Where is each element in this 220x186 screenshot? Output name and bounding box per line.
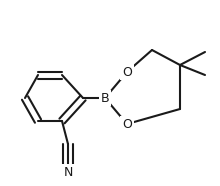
Text: O: O <box>122 65 132 78</box>
Text: N: N <box>63 166 73 179</box>
Text: O: O <box>122 118 132 131</box>
Text: B: B <box>101 92 109 105</box>
